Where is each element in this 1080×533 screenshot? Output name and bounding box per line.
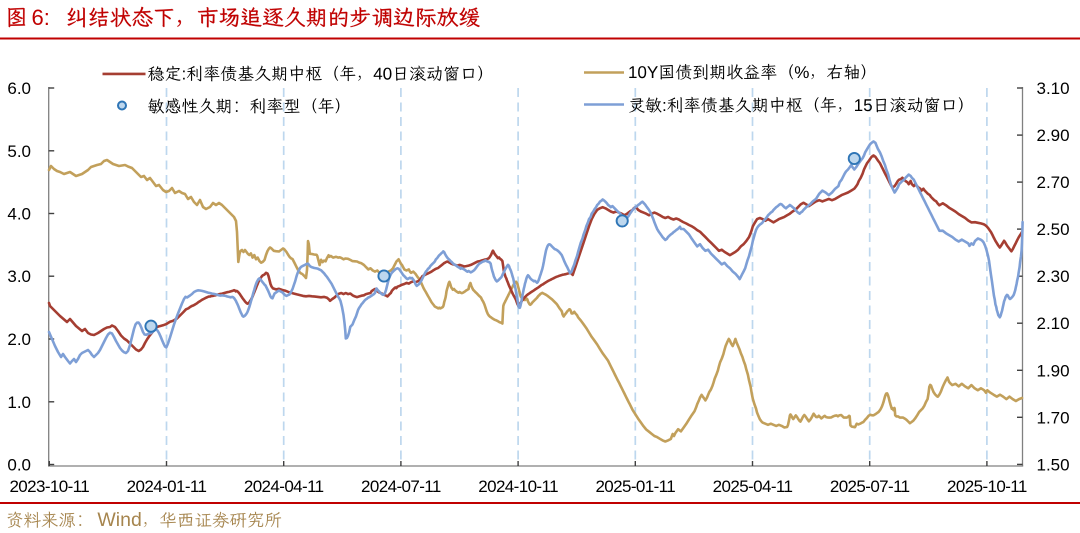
svg-text:2024-10-11: 2024-10-11	[478, 477, 558, 496]
svg-text:6.0: 6.0	[7, 79, 31, 98]
svg-text:Wind: Wind	[97, 509, 141, 531]
svg-text:2.10: 2.10	[1037, 314, 1070, 333]
svg-text:6:: 6:	[32, 5, 50, 30]
svg-text:2.90: 2.90	[1037, 126, 1070, 145]
svg-text:2024-07-11: 2024-07-11	[361, 477, 441, 496]
svg-text:3.0: 3.0	[7, 267, 31, 286]
svg-text:1.50: 1.50	[1037, 455, 1070, 474]
svg-text:1.90: 1.90	[1037, 361, 1070, 380]
svg-text:5.0: 5.0	[7, 142, 31, 161]
svg-text:2025-01-11: 2025-01-11	[595, 477, 675, 496]
svg-text:2025-07-11: 2025-07-11	[830, 477, 910, 496]
svg-text:2023-10-11: 2023-10-11	[9, 477, 89, 496]
svg-text:2025-04-11: 2025-04-11	[713, 477, 793, 496]
svg-text:2024-01-11: 2024-01-11	[127, 477, 207, 496]
svg-text:2.0: 2.0	[7, 330, 31, 349]
svg-text:1.70: 1.70	[1037, 408, 1070, 427]
svg-text:2.30: 2.30	[1037, 267, 1070, 286]
svg-text:2025-10-11: 2025-10-11	[947, 477, 1027, 496]
svg-text:2.70: 2.70	[1037, 173, 1070, 192]
svg-text:0.0: 0.0	[7, 456, 31, 475]
svg-text:4.0: 4.0	[7, 205, 31, 224]
svg-text:2.50: 2.50	[1037, 220, 1070, 239]
svg-text:3.10: 3.10	[1037, 79, 1070, 98]
svg-text:2024-04-11: 2024-04-11	[244, 477, 324, 496]
svg-text:1.0: 1.0	[7, 393, 31, 412]
